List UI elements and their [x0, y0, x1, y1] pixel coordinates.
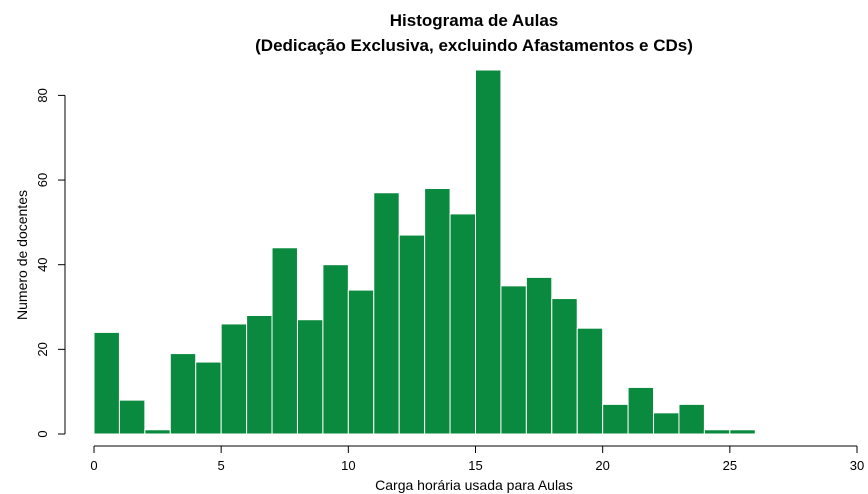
histogram-bar — [398, 234, 426, 435]
x-tick-label: 5 — [218, 458, 225, 473]
histogram-bar — [195, 361, 222, 435]
bars-group — [93, 69, 756, 435]
histogram-bar — [246, 314, 273, 435]
histogram-bar — [500, 285, 527, 435]
histogram-bar — [93, 331, 120, 435]
x-tick-label: 20 — [595, 458, 609, 473]
histogram-bar — [220, 323, 248, 435]
histogram-bar — [449, 213, 477, 435]
histogram-bar — [653, 412, 680, 435]
histogram-bar — [169, 353, 197, 435]
histogram-bar — [271, 247, 298, 435]
histogram-bar — [525, 276, 553, 435]
histogram-bar — [703, 429, 731, 435]
histogram-bar — [602, 403, 629, 435]
histogram-bar — [475, 69, 502, 435]
histogram-bar — [576, 327, 604, 435]
x-tick-label: 10 — [341, 458, 355, 473]
x-tick-label: 15 — [468, 458, 482, 473]
histogram-bar — [678, 403, 705, 435]
y-axis-label: Numero de docentes — [14, 190, 30, 320]
chart-subtitle: (Dedicação Exclusiva, excluindo Afastame… — [255, 36, 693, 55]
histogram-bar — [729, 429, 756, 435]
histogram-bar — [551, 298, 578, 435]
histogram-bar — [627, 386, 655, 435]
histogram-bar — [118, 399, 146, 435]
y-tick-label: 20 — [35, 342, 50, 356]
x-tick-label: 25 — [723, 458, 737, 473]
y-tick-label: 60 — [35, 173, 50, 187]
x-axis-label: Carga horária usada para Aulas — [375, 477, 573, 493]
chart-title: Histograma de Aulas — [390, 11, 558, 30]
histogram-bar — [424, 188, 451, 435]
y-tick-label: 40 — [35, 257, 50, 271]
y-tick-label: 0 — [35, 430, 50, 437]
x-tick-label: 0 — [90, 458, 97, 473]
histogram-bar — [373, 192, 400, 435]
histogram-bar — [296, 319, 324, 435]
x-tick-label: 30 — [850, 458, 864, 473]
x-axis: 0 5 10 15 20 25 30 — [90, 445, 864, 473]
y-tick-label: 80 — [35, 88, 50, 102]
histogram-bar — [144, 429, 171, 435]
histogram-bar — [347, 289, 375, 435]
histogram-bar — [322, 264, 349, 435]
y-axis: 0 20 40 60 80 — [35, 88, 66, 438]
